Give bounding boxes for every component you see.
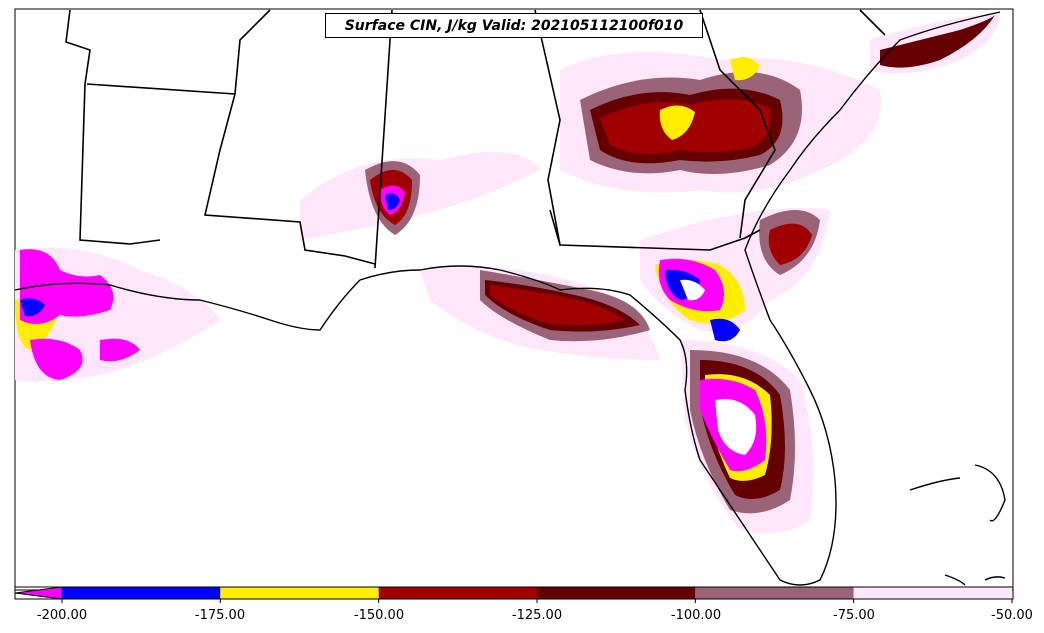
coastline: [14, 11, 1006, 586]
colorbar-tick-label: -50.00: [991, 608, 1033, 623]
colorbar-tick-label: -75.00: [833, 608, 875, 623]
colorbar-bin: [220, 587, 379, 599]
colorbar: [14, 586, 1014, 603]
map-title: Surface CIN, J/kg Valid: 202105112100f01…: [325, 13, 703, 38]
cin-field: [15, 12, 1000, 534]
colorbar-bin: [62, 587, 221, 599]
colorbar-bin: [537, 587, 696, 599]
colorbar-tick-label: -150.00: [353, 608, 405, 623]
colorbar-tick-label: -175.00: [194, 608, 246, 623]
state-boundaries: [65, 9, 886, 269]
colorbar-outline: [14, 586, 1014, 600]
colorbar-tick-label: -200.00: [36, 608, 88, 623]
colorbar-bin: [853, 587, 1012, 599]
colorbar-bin: [378, 587, 537, 599]
colorbar-tick-label: -100.00: [670, 608, 722, 623]
colorbar-bin: [695, 587, 854, 599]
colorbar-tick-label: -125.00: [511, 608, 563, 623]
